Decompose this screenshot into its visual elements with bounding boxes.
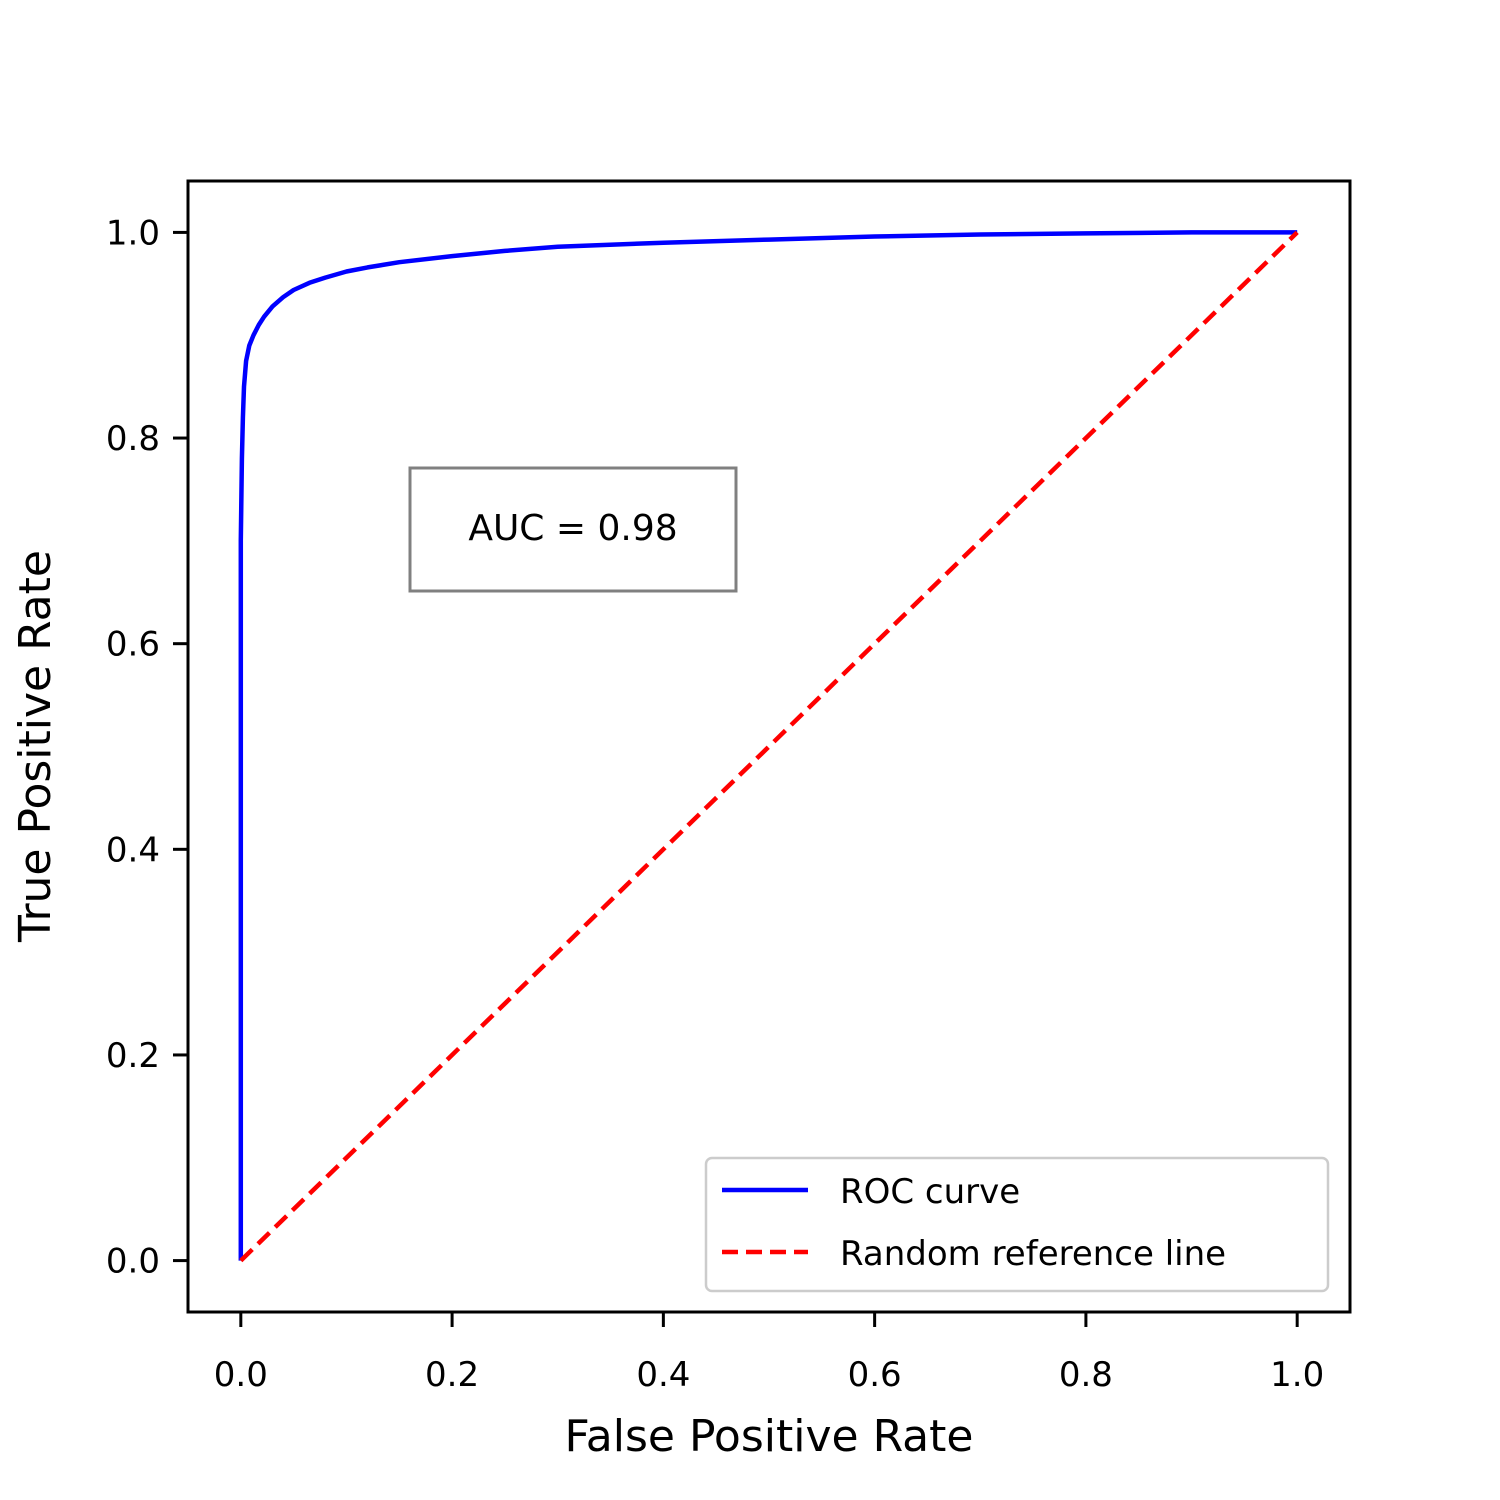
y-tick-label: 1.0 — [106, 213, 160, 253]
y-axis: 0.0 0.2 0.4 0.6 0.8 1.0 — [106, 213, 188, 1282]
legend-box — [704, 1156, 1330, 1293]
x-tick-label: 0.4 — [636, 1355, 690, 1395]
x-tick-label: 1.0 — [1270, 1355, 1324, 1395]
x-tick-label: 0.8 — [1059, 1355, 1113, 1395]
x-axis-label: False Positive Rate — [565, 1411, 974, 1462]
auc-box — [408, 466, 738, 593]
y-tick-label: 0.0 — [106, 1242, 160, 1282]
x-tick-label: 0.0 — [214, 1355, 268, 1395]
y-tick-label: 0.8 — [106, 419, 160, 459]
x-tick-label: 0.6 — [848, 1355, 902, 1395]
auc-label: AUC = 0.98 — [468, 508, 677, 549]
auc-annotation: AUC = 0.98 — [408, 466, 738, 593]
random-reference-line — [239, 230, 1299, 1263]
roc-curve-line — [238, 230, 1298, 1261]
legend-label-random: Random reference line — [840, 1234, 1226, 1274]
y-tick-label: 0.4 — [106, 830, 160, 870]
y-axis-label: True Positive Rate — [10, 550, 61, 943]
x-axis: 0.0 0.2 0.4 0.6 0.8 1.0 — [214, 1312, 1324, 1395]
plot-area — [238, 230, 1299, 1263]
x-tick-label: 0.2 — [425, 1355, 479, 1395]
plot-frame — [186, 179, 1352, 1314]
legend: ROC curve Random reference line — [704, 1156, 1330, 1293]
y-tick-label: 0.2 — [106, 1036, 160, 1076]
y-tick-label: 0.6 — [106, 625, 160, 665]
legend-label-roc: ROC curve — [840, 1172, 1020, 1212]
